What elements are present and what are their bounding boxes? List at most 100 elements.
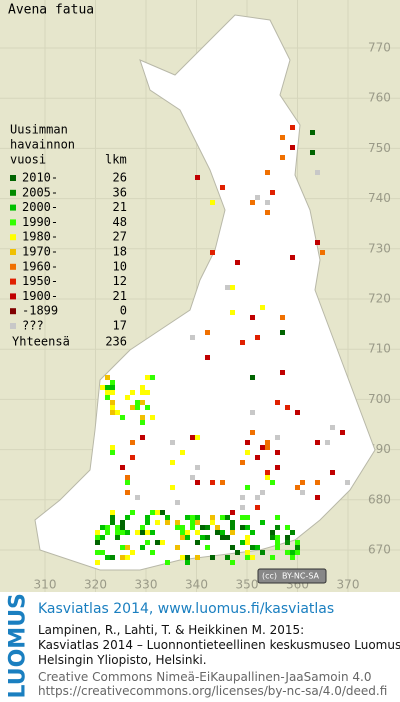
occurrence-square: [310, 150, 315, 155]
occurrence-square: [130, 510, 135, 515]
occurrence-square: [270, 190, 275, 195]
legend-count: 10: [113, 259, 127, 273]
occurrence-square: [195, 515, 200, 520]
occurrence-square: [285, 405, 290, 410]
legend-swatch: [10, 323, 16, 329]
occurrence-square: [245, 485, 250, 490]
legend-label: -1899: [22, 304, 58, 318]
occurrence-square: [170, 440, 175, 445]
easting-label: 370: [337, 578, 360, 592]
occurrence-square: [175, 500, 180, 505]
occurrence-square: [285, 550, 290, 555]
occurrence-square: [150, 375, 155, 380]
occurrence-square: [265, 445, 270, 450]
legend-count: 27: [113, 230, 127, 244]
occurrence-square: [180, 525, 185, 530]
legend-count: 17: [113, 319, 127, 333]
legend-swatch: [10, 204, 16, 211]
total-count: 236: [105, 335, 127, 349]
occurrence-square: [155, 540, 160, 545]
occurrence-square: [95, 550, 100, 555]
occurrence-square: [200, 525, 205, 530]
occurrence-square: [225, 285, 230, 290]
occurrence-square: [180, 450, 185, 455]
legend-swatch: [10, 175, 16, 181]
legend-label: 1970-: [22, 245, 58, 259]
occurrence-square: [115, 525, 120, 530]
legend-swatch: [10, 234, 16, 241]
easting-label: 310: [34, 578, 57, 592]
occurrence-square: [245, 440, 250, 445]
occurrence-square: [120, 555, 125, 560]
occurrence-square: [105, 525, 110, 530]
occurrence-square: [125, 490, 130, 495]
occurrence-square: [205, 330, 210, 335]
occurrence-square: [275, 535, 280, 540]
occurrence-square: [250, 375, 255, 380]
occurrence-square: [125, 480, 130, 485]
occurrence-square: [290, 145, 295, 150]
occurrence-square: [165, 515, 170, 520]
occurrence-square: [235, 550, 240, 555]
occurrence-square: [270, 555, 275, 560]
occurrence-square: [250, 315, 255, 320]
occurrence-square: [250, 530, 255, 535]
occurrence-square: [140, 390, 145, 395]
badge-box: [257, 568, 327, 584]
occurrence-square: [110, 445, 115, 450]
occurrence-square: [260, 520, 265, 525]
legend-label: 1990-: [22, 215, 58, 229]
occurrence-square: [210, 250, 215, 255]
occurrence-square: [110, 520, 115, 525]
legend-label: 2000-: [22, 200, 58, 214]
occurrence-square: [175, 545, 180, 550]
occurrence-square: [310, 130, 315, 135]
occurrence-square: [195, 520, 200, 525]
occurrence-square: [280, 135, 285, 140]
occurrence-square: [135, 405, 140, 410]
occurrence-square: [180, 530, 185, 535]
occurrence-square: [240, 540, 245, 545]
occurrence-square: [245, 555, 250, 560]
occurrence-square: [220, 535, 225, 540]
occurrence-square: [220, 185, 225, 190]
occurrence-square: [270, 530, 275, 535]
occurrence-square: [110, 515, 115, 520]
occurrence-square: [125, 530, 130, 535]
occurrence-square: [125, 475, 130, 480]
occurrence-square: [240, 515, 245, 520]
occurrence-square: [245, 525, 250, 530]
occurrence-square: [185, 515, 190, 520]
occurrence-square: [255, 195, 260, 200]
occurrence-square: [300, 480, 305, 485]
occurrence-square: [275, 545, 280, 550]
occurrence-square: [155, 520, 160, 525]
occurrence-square: [105, 555, 110, 560]
legend-count: 21: [113, 200, 127, 214]
legend-swatch: [10, 278, 16, 285]
occurrence-square: [260, 490, 265, 495]
legend-count-heading: lkm: [105, 153, 127, 167]
northing-label: 770: [368, 41, 391, 55]
occurrence-square: [190, 515, 195, 520]
occurrence-square: [195, 530, 200, 535]
legend-count: 12: [113, 274, 127, 288]
occurrence-square: [325, 440, 330, 445]
occurrence-square: [135, 495, 140, 500]
occurrence-square: [215, 530, 220, 535]
occurrence-square: [120, 520, 125, 525]
occurrence-square: [105, 375, 110, 380]
occurrence-square: [295, 485, 300, 490]
occurrence-square: [155, 510, 160, 515]
occurrence-square: [250, 555, 255, 560]
occurrence-square: [115, 410, 120, 415]
occurrence-square: [205, 535, 210, 540]
occurrence-square: [200, 535, 205, 540]
occurrence-square: [280, 315, 285, 320]
occurrence-square: [290, 125, 295, 130]
occurrence-square: [290, 550, 295, 555]
citation: Lampinen, R., Lahti, T. & Heikkinen M. 2…: [38, 623, 400, 668]
legend-label: 1900-: [22, 289, 58, 303]
occurrence-square: [165, 520, 170, 525]
